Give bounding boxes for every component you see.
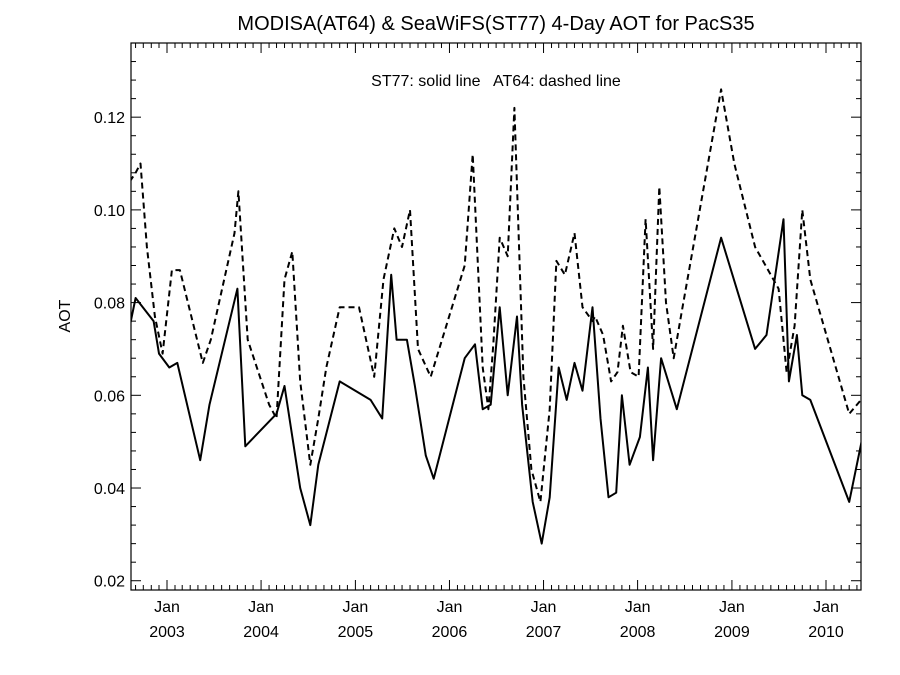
series-line-st77 — [131, 218, 861, 545]
x-tick-label-year: 2009 — [714, 624, 750, 641]
chart-title: MODISA(AT64) & SeaWiFS(ST77) 4-Day AOT f… — [237, 13, 754, 35]
x-tick-label-month: Jan — [437, 599, 463, 616]
x-tick-label-year: 2005 — [338, 624, 374, 641]
x-tick-label-year: 2007 — [526, 624, 562, 641]
x-tick-label-month: Jan — [342, 599, 368, 616]
x-tick-label-year: 2004 — [243, 624, 279, 641]
y-axis-label: AOT — [57, 299, 74, 332]
series-line-at64 — [131, 88, 861, 503]
x-tick-label-month: Jan — [813, 599, 839, 616]
y-tick-label: 0.04 — [94, 481, 125, 498]
plot-frame — [130, 42, 862, 591]
y-tick-label: 0.06 — [94, 388, 125, 405]
plot-area: 0.02 0.04 0.06 0.08 0.10 0.12 Jan 2003 Jan 2004 Ja… — [94, 42, 861, 641]
y-tick-label: 0.12 — [94, 110, 125, 127]
y-tick-label: 0.10 — [94, 203, 125, 220]
x-tick-label-year: 2003 — [149, 624, 185, 641]
line-style-annotation: ST77: solid line AT64: dashed line — [371, 73, 621, 90]
x-tick-label-month: Jan — [625, 599, 651, 616]
x-tick-label-year: 2006 — [432, 624, 468, 641]
x-tick-label-month: Jan — [719, 599, 745, 616]
y-tick-label: 0.02 — [94, 574, 125, 591]
x-tick-label-month: Jan — [531, 599, 557, 616]
x-tick-label-year: 2010 — [808, 624, 844, 641]
x-tick-label-month: Jan — [248, 599, 274, 616]
x-tick-label-year: 2008 — [620, 624, 656, 641]
y-tick-label: 0.08 — [94, 296, 125, 313]
x-tick-label-month: Jan — [154, 599, 180, 616]
